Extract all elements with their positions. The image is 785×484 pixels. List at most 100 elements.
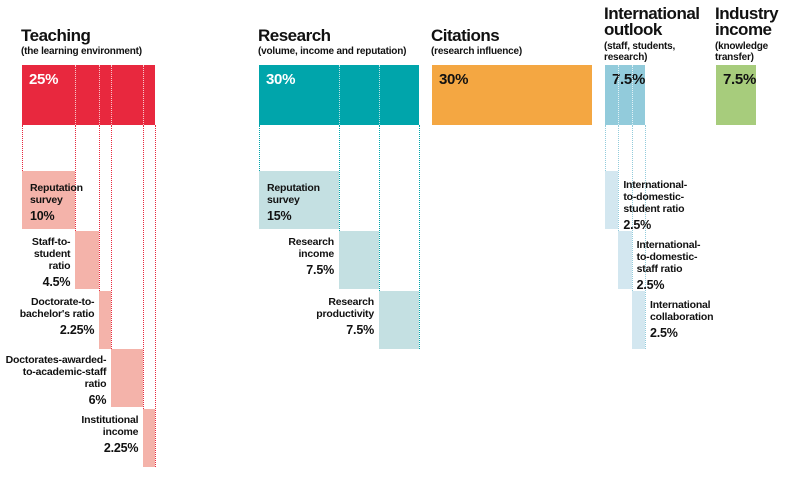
sub-indicator-pct: 2.5% [649, 326, 678, 340]
sub-indicator-label: Reputation survey 15% [267, 182, 320, 223]
section-title: Citations [431, 26, 500, 45]
sub-indicator-pct: 4.5% [42, 275, 71, 289]
main-weight-bar-teaching [22, 65, 156, 125]
sub-indicator-name-line: Institutional [81, 414, 139, 426]
dotted-guide-line [155, 125, 157, 467]
section-title: Research [258, 26, 331, 45]
sub-indicator-bar-international-outlook-0 [605, 171, 619, 229]
dotted-guide-line [111, 125, 113, 349]
sub-indicator-name-line: survey [267, 194, 300, 206]
main-weight-bar-international-outlook [605, 65, 645, 125]
dotted-guide-line [143, 125, 145, 409]
section-subtitle-line: (knowledge [715, 41, 769, 52]
main-weight-value: 30% [439, 71, 469, 88]
section-subtitle: (the learning environment) [21, 46, 142, 57]
section-subtitle-line: transfer) [715, 52, 754, 63]
main-weight-value: 30% [266, 71, 296, 88]
sub-indicator-bar-teaching-4 [143, 409, 156, 467]
sub-indicator-name-line: Staff-to- [31, 236, 71, 248]
section-title: International outlook [604, 4, 700, 38]
sub-indicator-name-line: student ratio [623, 203, 685, 215]
sub-indicator-label: Doctorates-awarded-to-academic-staff rati… [6, 354, 107, 407]
main-weight-bar-citations [432, 65, 592, 125]
sub-indicator-pct: 2.25% [103, 441, 139, 455]
sub-indicator-name-line: Doctorates-awarded- [5, 354, 107, 366]
dotted-guide-line [338, 125, 340, 231]
sub-indicator-name-line: Doctorate-to- [31, 296, 95, 308]
section-subtitle: (knowledge transfer) [715, 41, 768, 63]
sub-indicator-name-line: ratio [84, 378, 107, 390]
sub-indicator-name-line: International [649, 299, 711, 311]
bar-inner-divider [631, 65, 633, 125]
section-title-line: income [715, 20, 772, 39]
section-subtitle-line: (research influence) [431, 46, 523, 57]
bar-inner-divider [378, 65, 380, 125]
bar-inner-divider [75, 65, 77, 125]
sub-indicator-name-line: survey [30, 194, 63, 206]
sub-indicator-pct: 2.5% [623, 218, 652, 232]
dotted-guide-line [75, 125, 77, 231]
sub-indicator-bar-international-outlook-1 [618, 231, 632, 289]
sub-indicator-name-line: International- [623, 179, 688, 191]
sub-indicator-label: Doctorate-to-bachelor's ratio 2.25% [20, 296, 95, 337]
sub-indicator-pct: 6% [88, 393, 107, 407]
sub-indicator-name-line: International- [636, 239, 701, 251]
main-weight-value: 25% [29, 71, 59, 88]
section-title: Teaching [21, 27, 91, 44]
bar-inner-divider [143, 65, 145, 125]
sub-indicator-pct: 10% [30, 209, 55, 223]
section-subtitle: (research influence) [431, 46, 522, 57]
dotted-guide-line [378, 125, 380, 291]
dotted-guide-line [259, 125, 260, 171]
sub-indicator-label: International-to-domestic-student ratio 2… [623, 179, 687, 232]
section-title-line: International [604, 4, 700, 23]
section-subtitle-line: (the learning environment) [21, 46, 142, 57]
section-subtitle-line: (staff, students, [604, 41, 676, 52]
sub-indicator-name-line: income [102, 426, 139, 438]
sub-indicator-bar-teaching-3 [111, 349, 144, 407]
sub-indicator-name-line: student [33, 248, 71, 260]
sub-indicator-bar-research-0 [259, 171, 339, 229]
sub-indicator-pct: 2.5% [636, 278, 665, 292]
sub-indicator-label: Research productivity 7.5% [316, 296, 374, 337]
sub-indicator-label: Staff-to-student ratio 4.5% [31, 236, 71, 289]
sub-indicator-bar-teaching-0 [22, 171, 76, 229]
sub-indicator-name-line: Reputation [30, 182, 83, 194]
dotted-guide-line [605, 125, 606, 171]
sub-indicator-bar-research-1 [338, 231, 379, 289]
section-title-line: Research [258, 26, 331, 45]
sub-indicator-name-line: ratio [48, 260, 71, 272]
dotted-guide-line [418, 125, 420, 349]
sub-indicator-pct: 7.5% [346, 323, 374, 337]
dotted-guide-line [99, 125, 101, 291]
section-title-line: Industry [715, 4, 779, 23]
main-weight-bar-industry-income [716, 65, 756, 125]
main-weight-value: 7.5% [612, 71, 645, 88]
sub-indicator-name-line: productivity [316, 308, 374, 320]
section-subtitle: (staff, students, research) [604, 41, 675, 63]
sub-indicator-name-line: to-academic-staff [22, 366, 107, 378]
sub-indicator-bar-teaching-1 [75, 231, 100, 289]
bar-inner-divider [99, 65, 101, 125]
sub-indicator-name-line: bachelor's ratio [19, 308, 95, 320]
sub-indicator-name-line: to-domestic- [636, 251, 698, 263]
sub-indicator-bar-international-outlook-2 [631, 291, 645, 349]
dotted-guide-line [631, 125, 633, 291]
sub-indicator-bar-teaching-2 [99, 291, 112, 349]
dotted-guide-line [618, 125, 620, 231]
bar-inner-divider [338, 65, 340, 125]
bar-inner-divider [618, 65, 620, 125]
sub-indicator-name-line: collaboration [649, 311, 714, 323]
dotted-guide-line [22, 125, 23, 171]
section-title-line: Citations [431, 26, 500, 45]
sub-indicator-pct: 7.5% [306, 263, 334, 277]
section-title: Industry income [715, 4, 779, 39]
sub-indicator-bar-research-2 [378, 291, 419, 349]
main-weight-value: 7.5% [723, 71, 756, 88]
sub-indicator-name-line: income [298, 248, 334, 260]
section-subtitle: (volume, income and reputation) [258, 46, 406, 57]
sub-indicator-label: International-to-domestic-staff ratio 2.5… [637, 239, 701, 292]
bar-inner-divider [111, 65, 113, 125]
